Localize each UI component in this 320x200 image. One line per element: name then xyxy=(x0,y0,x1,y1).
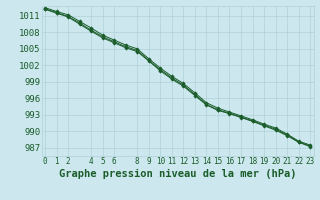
X-axis label: Graphe pression niveau de la mer (hPa): Graphe pression niveau de la mer (hPa) xyxy=(59,169,296,179)
